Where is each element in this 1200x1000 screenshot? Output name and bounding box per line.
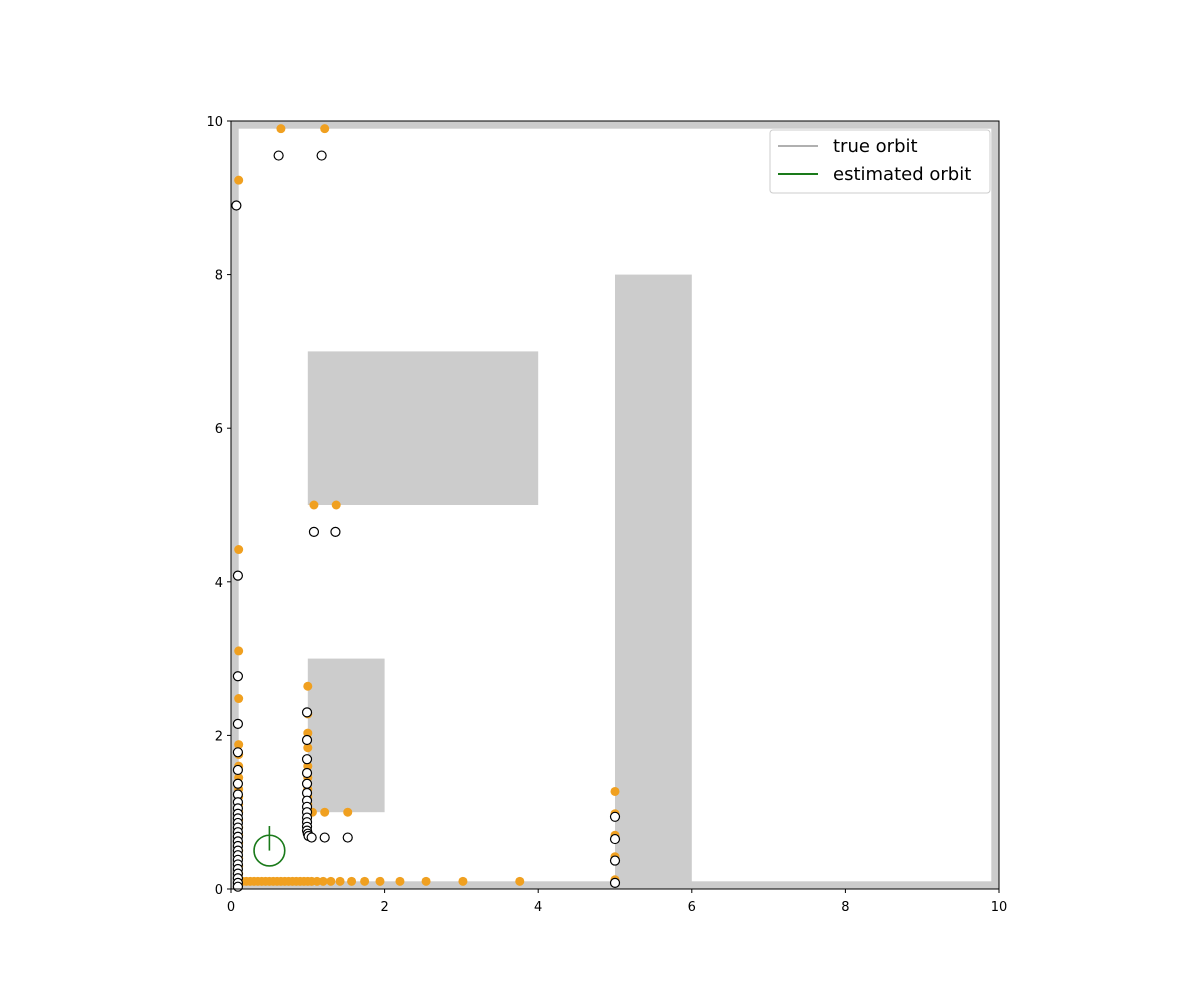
range-hit-point-48 — [360, 876, 370, 886]
y-tick-label-5: 10 — [206, 115, 223, 130]
x-tick-label-4: 8 — [841, 900, 849, 915]
range-hit-point-1 — [320, 124, 330, 134]
x-tick-label-0: 0 — [227, 900, 235, 915]
range-hit-point-4 — [234, 646, 244, 656]
estimated-point-3 — [232, 570, 244, 581]
axes-frame — [230, 120, 1000, 890]
estimated-point-45 — [319, 832, 330, 843]
estimated-point-30 — [301, 734, 313, 746]
range-hit-point-66 — [309, 500, 319, 510]
tick-layer: 0 2 4 6 8 10 0 2 4 6 8 10 — [206, 115, 1007, 915]
estimated-point-46 — [342, 832, 353, 843]
obstacle-1 — [231, 121, 239, 889]
obstacle-4 — [307, 351, 539, 505]
range-hit-point-49 — [375, 876, 385, 886]
obstacle-layer — [231, 121, 999, 890]
range-hit-point-5 — [234, 694, 244, 704]
estimated-point-28 — [232, 881, 244, 892]
y-tick-label-3: 6 — [215, 422, 223, 437]
x-tick-label-3: 6 — [688, 900, 696, 915]
range-hit-point-64 — [320, 807, 330, 817]
estimated-point-6 — [232, 747, 244, 758]
range-hit-point-50 — [395, 876, 405, 886]
range-hit-point-53 — [515, 876, 525, 886]
range-hit-point-51 — [421, 876, 431, 886]
range-hit-point-46 — [335, 876, 345, 886]
estimated-point-1 — [316, 150, 327, 161]
estimated-point-8 — [232, 778, 244, 789]
obstacle-0 — [231, 121, 999, 129]
x-tick-label-2: 4 — [534, 900, 542, 915]
legend-label-estimated-orbit: estimated orbit — [833, 164, 971, 185]
range-hit-point-68 — [610, 786, 620, 796]
estimated-point-31 — [301, 754, 313, 765]
estimated-point-47 — [308, 526, 320, 537]
estimated-point-51 — [609, 855, 621, 866]
range-hit-point-2 — [234, 175, 244, 185]
estimated-point-0 — [273, 150, 284, 161]
obstacle-5 — [307, 658, 385, 813]
estimated-point-29 — [301, 707, 313, 718]
y-tick-label-4: 8 — [215, 269, 223, 284]
x-tick-label-5: 10 — [991, 900, 1008, 915]
x-tick-label-1: 2 — [380, 900, 388, 915]
estimated-point-4 — [232, 671, 244, 682]
range-hit-point-3 — [234, 545, 244, 555]
legend: true orbit estimated orbit — [769, 129, 991, 194]
range-hit-point-54 — [303, 681, 313, 691]
estimated-point-50 — [609, 833, 621, 845]
range-hit-point-44 — [318, 876, 328, 886]
range-hit-point-0 — [276, 124, 286, 134]
obstacle-6 — [615, 274, 692, 890]
range-hit-point-65 — [343, 807, 353, 817]
range-hit-point-52 — [458, 876, 468, 886]
legend-box — [769, 129, 991, 194]
estimated-point-32 — [301, 767, 313, 779]
estimated-point-48 — [330, 526, 341, 537]
range-hit-point-67 — [331, 500, 341, 510]
range-hit-point-45 — [326, 876, 336, 886]
estimated-point-7 — [232, 764, 244, 776]
y-tick-label-1: 2 — [215, 729, 223, 744]
estimated-point-52 — [609, 877, 621, 888]
estimated-point-2 — [231, 200, 242, 211]
obstacle-3 — [991, 121, 999, 889]
estimated-point-33 — [301, 778, 313, 789]
estimated-point-5 — [232, 718, 244, 729]
estimated-point-44 — [306, 832, 317, 843]
range-hit-point-6 — [234, 740, 244, 750]
series-layer — [231, 124, 621, 892]
range-hit-point-57 — [303, 743, 313, 753]
y-tick-label-2: 4 — [215, 576, 223, 591]
range-hit-point-47 — [347, 876, 357, 886]
legend-label-true-orbit: true orbit — [833, 136, 918, 157]
estimated-point-49 — [609, 811, 621, 822]
robot-marker — [253, 826, 286, 867]
y-tick-label-0: 0 — [215, 883, 223, 898]
